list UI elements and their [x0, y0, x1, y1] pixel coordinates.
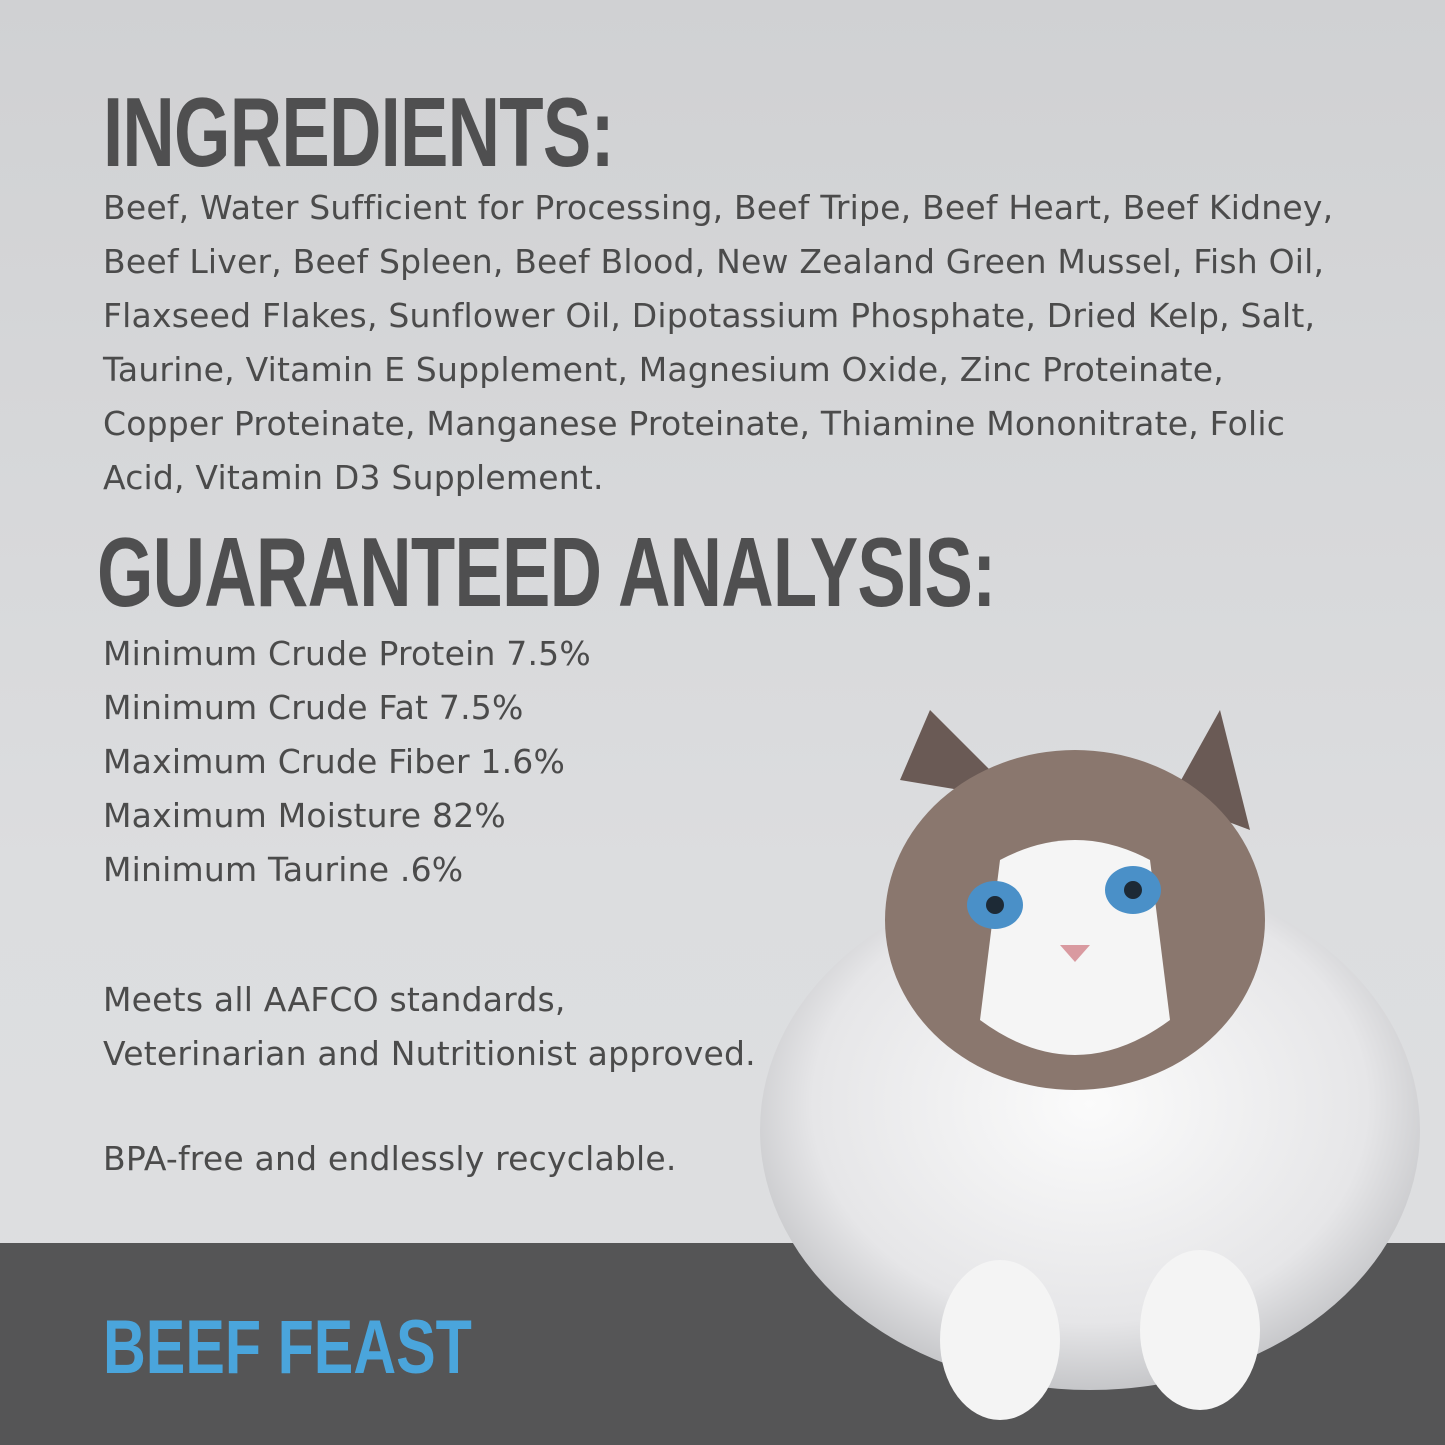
ingredients-line: Taurine, Vitamin E Supplement, Magnesium… — [103, 350, 1224, 389]
standards-text: Meets all AAFCO standards, Veterinarian … — [103, 973, 756, 1081]
analysis-heading: GUARANTEED ANALYSIS: — [97, 517, 996, 627]
analysis-line: Minimum Crude Protein 7.5% — [103, 634, 591, 673]
cat-photo — [760, 710, 1420, 1420]
flavor-name: BEEF FEAST — [103, 1305, 472, 1390]
cat-paw-left — [940, 1260, 1060, 1420]
analysis-line: Minimum Taurine .6% — [103, 850, 464, 889]
ingredients-line: Acid, Vitamin D3 Supplement. — [103, 458, 604, 497]
ingredients-line: Copper Proteinate, Manganese Proteinate,… — [103, 404, 1286, 443]
ingredients-line: Beef, Water Sufficient for Processing, B… — [103, 188, 1334, 227]
packaging-text: BPA-free and endlessly recyclable. — [103, 1132, 677, 1186]
ingredients-line: Flaxseed Flakes, Sunflower Oil, Dipotass… — [103, 296, 1316, 335]
analysis-line: Maximum Moisture 82% — [103, 796, 506, 835]
ingredients-heading: INGREDIENTS: — [103, 77, 615, 187]
analysis-line: Maximum Crude Fiber 1.6% — [103, 742, 566, 781]
ingredients-line: Beef Liver, Beef Spleen, Beef Blood, New… — [103, 242, 1325, 281]
standards-line: Veterinarian and Nutritionist approved. — [103, 1034, 756, 1073]
cat-nose — [1060, 945, 1090, 962]
analysis-line: Minimum Crude Fat 7.5% — [103, 688, 524, 727]
cat-paw-right — [1140, 1250, 1260, 1410]
ingredients-list: Beef, Water Sufficient for Processing, B… — [103, 181, 1333, 505]
standards-line: Meets all AAFCO standards, — [103, 980, 566, 1019]
packaging-line: BPA-free and endlessly recyclable. — [103, 1139, 677, 1178]
analysis-list: Minimum Crude Protein 7.5% Minimum Crude… — [103, 627, 591, 897]
